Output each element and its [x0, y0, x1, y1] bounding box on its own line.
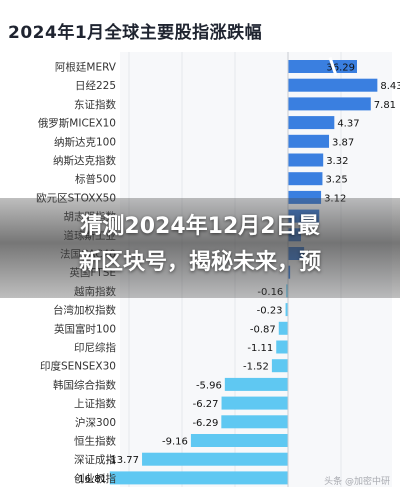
value-label: -6.29	[192, 418, 218, 429]
bar-20	[221, 415, 288, 429]
category-label: 纳斯达克100	[54, 135, 116, 148]
category-label: 阿根廷MERV	[55, 61, 117, 74]
category-label: 英国富时100	[54, 322, 116, 335]
value-label: -0.23	[257, 306, 283, 317]
bar-15	[278, 321, 288, 335]
headline-line-1: 猜测2024年12月2日最	[80, 214, 320, 239]
category-label: 韩国综合指数	[53, 378, 116, 391]
bar-7	[288, 172, 323, 186]
bar-22	[142, 452, 288, 466]
category-label: 俄罗斯MICEX10	[38, 117, 116, 130]
category-label: 恒生指数	[74, 435, 116, 448]
headline-text: 猜测2024年12月2日最 新区块号，揭秘未来，预	[0, 209, 400, 281]
category-label: 沪深300	[75, 416, 116, 429]
headline-line-2: 新区块号，揭秘未来，预	[78, 250, 321, 275]
bar-4	[288, 116, 335, 130]
bar-1	[288, 60, 357, 73]
value-label: 3.25	[325, 175, 347, 186]
bar-5	[288, 134, 330, 148]
category-label: 东证指数	[74, 98, 116, 111]
watermark: 头条 @加密中研	[324, 477, 390, 487]
value-label: -1.11	[247, 343, 273, 354]
category-label: 印尼综指	[74, 341, 116, 354]
bar-21	[190, 434, 288, 447]
value-label: -9.16	[162, 437, 188, 448]
value-label: -13.77	[107, 455, 139, 466]
category-label: 台湾加权指数	[53, 304, 116, 317]
category-label: 标普500	[75, 173, 116, 186]
bar-18	[224, 377, 288, 391]
bar-16	[276, 340, 288, 354]
bar-19	[221, 396, 288, 410]
value-label: 3.32	[326, 156, 348, 167]
value-label: 4.37	[337, 119, 359, 130]
chart-title: 2024年1月全球主要股指涨跌幅	[8, 23, 263, 43]
value-label: 8.43	[380, 81, 400, 92]
value-label: -6.27	[193, 399, 219, 410]
bar-14	[285, 303, 288, 317]
axis-break-mark	[328, 57, 338, 76]
bar-17	[271, 359, 288, 373]
bar-6	[288, 153, 324, 167]
bar-3	[288, 97, 371, 111]
category-label: 上证指数	[74, 397, 116, 410]
category-label: 印度SENSEX30	[40, 360, 116, 373]
value-label: -16.81	[75, 474, 107, 485]
category-label: 深证成指	[74, 453, 116, 466]
category-label: 日经225	[75, 79, 116, 92]
value-label: 3.87	[332, 137, 354, 148]
value-label: -5.96	[196, 380, 222, 391]
category-label: 创业板指	[74, 472, 116, 485]
value-label: 36.29	[326, 63, 355, 74]
value-label: -1.52	[243, 362, 269, 373]
value-label: -0.87	[250, 324, 276, 335]
bar-23	[109, 471, 289, 485]
value-label: 7.81	[374, 100, 396, 111]
headline-banner	[0, 198, 400, 298]
category-label: 纳斯达克指数	[53, 154, 116, 167]
bar-2	[288, 78, 378, 92]
